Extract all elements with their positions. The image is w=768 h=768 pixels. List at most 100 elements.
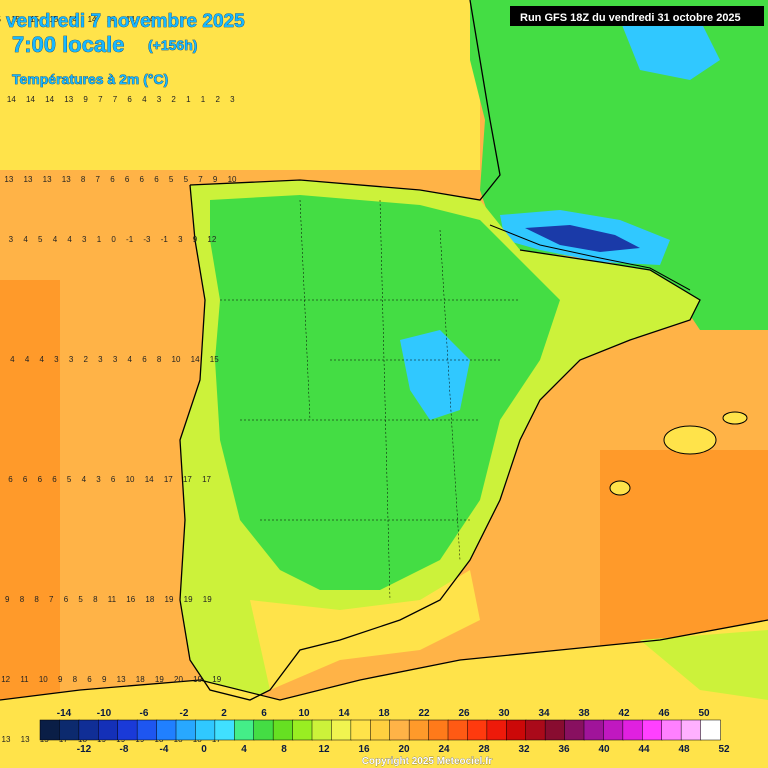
- scale-swatch: [642, 719, 663, 741]
- time-title: 7:00 locale: [12, 32, 125, 57]
- scale-bottom-label: 44: [638, 744, 650, 755]
- variable-title: Températures à 2m (°C): [12, 71, 168, 87]
- scale-top-label: -2: [180, 708, 189, 719]
- menorca: [722, 411, 748, 425]
- forecast-offset: (+156h): [148, 37, 197, 53]
- scale-swatch: [195, 719, 216, 741]
- scale-bottom-label: 16: [358, 744, 370, 755]
- africa-coastline: [0, 619, 768, 701]
- scale-swatch: [564, 719, 585, 741]
- france-cold-core: [620, 20, 720, 80]
- scale-top-label: -14: [57, 708, 72, 719]
- scale-swatch: [311, 719, 333, 741]
- scale-swatch: [486, 719, 508, 741]
- scale-swatch: [331, 719, 352, 741]
- iberia-coastline: [179, 0, 701, 701]
- scale-swatch: [467, 719, 488, 741]
- grid-value-row: 18 18 18 19 19 18 17 14 13 12 12 12 11 1…: [0, 675, 222, 684]
- scale-top-label: 26: [458, 708, 470, 719]
- scale-swatch: [292, 719, 313, 741]
- grid-value-row: 18 18 18 18 18 15 12 11 11 10 9 9 8 8 7 …: [0, 595, 212, 604]
- scale-top-label: -6: [140, 708, 149, 719]
- scale-top-labels: -14 -10 -6 -2 2 6 10 14 18 22 26 30 34 38 42 46 50: [57, 708, 710, 719]
- grid-value-row: 18 18 17 17 14 11 9 8 7 6 5 5 5 4 4 4 3 …: [0, 355, 219, 364]
- scale-bottom-label: 40: [598, 744, 610, 755]
- scale-swatch: [253, 719, 274, 741]
- scale-swatch: [603, 719, 624, 741]
- run-info-box: [510, 6, 764, 26]
- scale-top-label: 34: [538, 708, 550, 719]
- scale-swatch: [622, 719, 644, 741]
- pyrenees-very-cold-zone: [525, 225, 640, 252]
- scale-swatch: [389, 719, 410, 741]
- scale-swatch: [700, 719, 721, 741]
- grid-value-row: 17 16 17 16 16 14 12 11 12 13 13 13 13 1…: [0, 175, 237, 184]
- scale-bottom-label: 4: [241, 744, 247, 755]
- scale-top-label: 46: [658, 708, 670, 719]
- copyright-text: Copyright 2025 Meteociel.fr: [362, 756, 493, 767]
- scale-swatch: [136, 719, 158, 741]
- scale-swatch: [350, 719, 372, 741]
- scale-top-label: 2: [221, 708, 227, 719]
- scale-bottom-label: 28: [478, 744, 490, 755]
- scale-swatch: [39, 719, 61, 741]
- scale-bottom-label: 0: [201, 744, 207, 755]
- spain-france-border: [489, 224, 691, 291]
- ibiza: [609, 480, 631, 496]
- grid-value-row: 17 17 16 15 12 9 8 6 5 5 4 3 3 3 4 5 4 4…: [0, 235, 217, 244]
- scale-top-label: 18: [378, 708, 390, 719]
- scale-swatch: [428, 719, 449, 741]
- scale-swatch: [680, 719, 702, 741]
- scale-top-label: 22: [418, 708, 430, 719]
- scale-bottom-label: 8: [281, 744, 287, 755]
- mallorca: [663, 425, 717, 455]
- date-title: vendredi 7 novembre 2025: [6, 11, 245, 32]
- scale-swatch: [59, 719, 80, 741]
- grid-value-row: 15 16 16 16 16 16 15 15 15 15 15 14 14 1…: [0, 95, 235, 104]
- scale-swatch: [272, 719, 294, 741]
- scale-swatch: [214, 719, 236, 741]
- scale-top-label: 10: [298, 708, 310, 719]
- scale-bottom-label: -12: [77, 744, 92, 755]
- scale-swatch: [408, 719, 430, 741]
- scale-bottom-label: 12: [318, 744, 330, 755]
- scale-swatch: [234, 719, 255, 741]
- scale-top-label: 38: [578, 708, 590, 719]
- scale-bottom-label: 20: [398, 744, 410, 755]
- scale-swatch: [525, 719, 546, 741]
- scale-swatch: [506, 719, 527, 741]
- temperature-color-scale: [39, 719, 721, 741]
- south-coast-mild: [250, 570, 480, 690]
- scale-bottom-label: 32: [518, 744, 530, 755]
- scale-top-label: 30: [498, 708, 510, 719]
- scale-swatch: [544, 719, 566, 741]
- scale-swatch: [661, 719, 682, 741]
- scale-bottom-label: 52: [718, 744, 730, 755]
- scale-bottom-label: -8: [120, 744, 129, 755]
- scale-swatch: [117, 719, 138, 741]
- scale-swatch: [447, 719, 469, 741]
- atlantic-warm-field: [0, 280, 60, 768]
- scale-swatch: [175, 719, 197, 741]
- scale-bottom-label: 36: [558, 744, 570, 755]
- scale-top-label: -10: [97, 708, 112, 719]
- scale-bottom-label: 24: [438, 744, 450, 755]
- region-borders: [220, 199, 520, 601]
- atlas-cool-zone: [640, 630, 768, 700]
- scale-swatch: [370, 719, 391, 741]
- grid-value-row: 15 15 15 15 15 15 15 15 15 15 15 14 14 1…: [0, 15, 154, 24]
- scale-swatch: [78, 719, 100, 741]
- scale-top-label: 50: [698, 708, 710, 719]
- grid-value-row: 19 19 18 18 17 13 10 8 8 7 6 6 6 6 6 6 5…: [0, 475, 212, 484]
- scale-bottom-label: -4: [160, 744, 169, 755]
- scale-bottom-labels: -12 -8 -4 0 4 8 12 16 20 24 28 32 36 40 44 48 52: [77, 744, 730, 755]
- scale-swatch: [583, 719, 605, 741]
- scale-top-label: 6: [261, 708, 267, 719]
- bay-of-biscay-field: [0, 0, 480, 170]
- scale-top-label: 42: [618, 708, 630, 719]
- scale-swatch: [98, 719, 119, 741]
- run-info-text: Run GFS 18Z du vendredi 31 octobre 2025: [520, 12, 741, 24]
- scale-swatch: [156, 719, 177, 741]
- iberia-central-cold: [400, 330, 470, 420]
